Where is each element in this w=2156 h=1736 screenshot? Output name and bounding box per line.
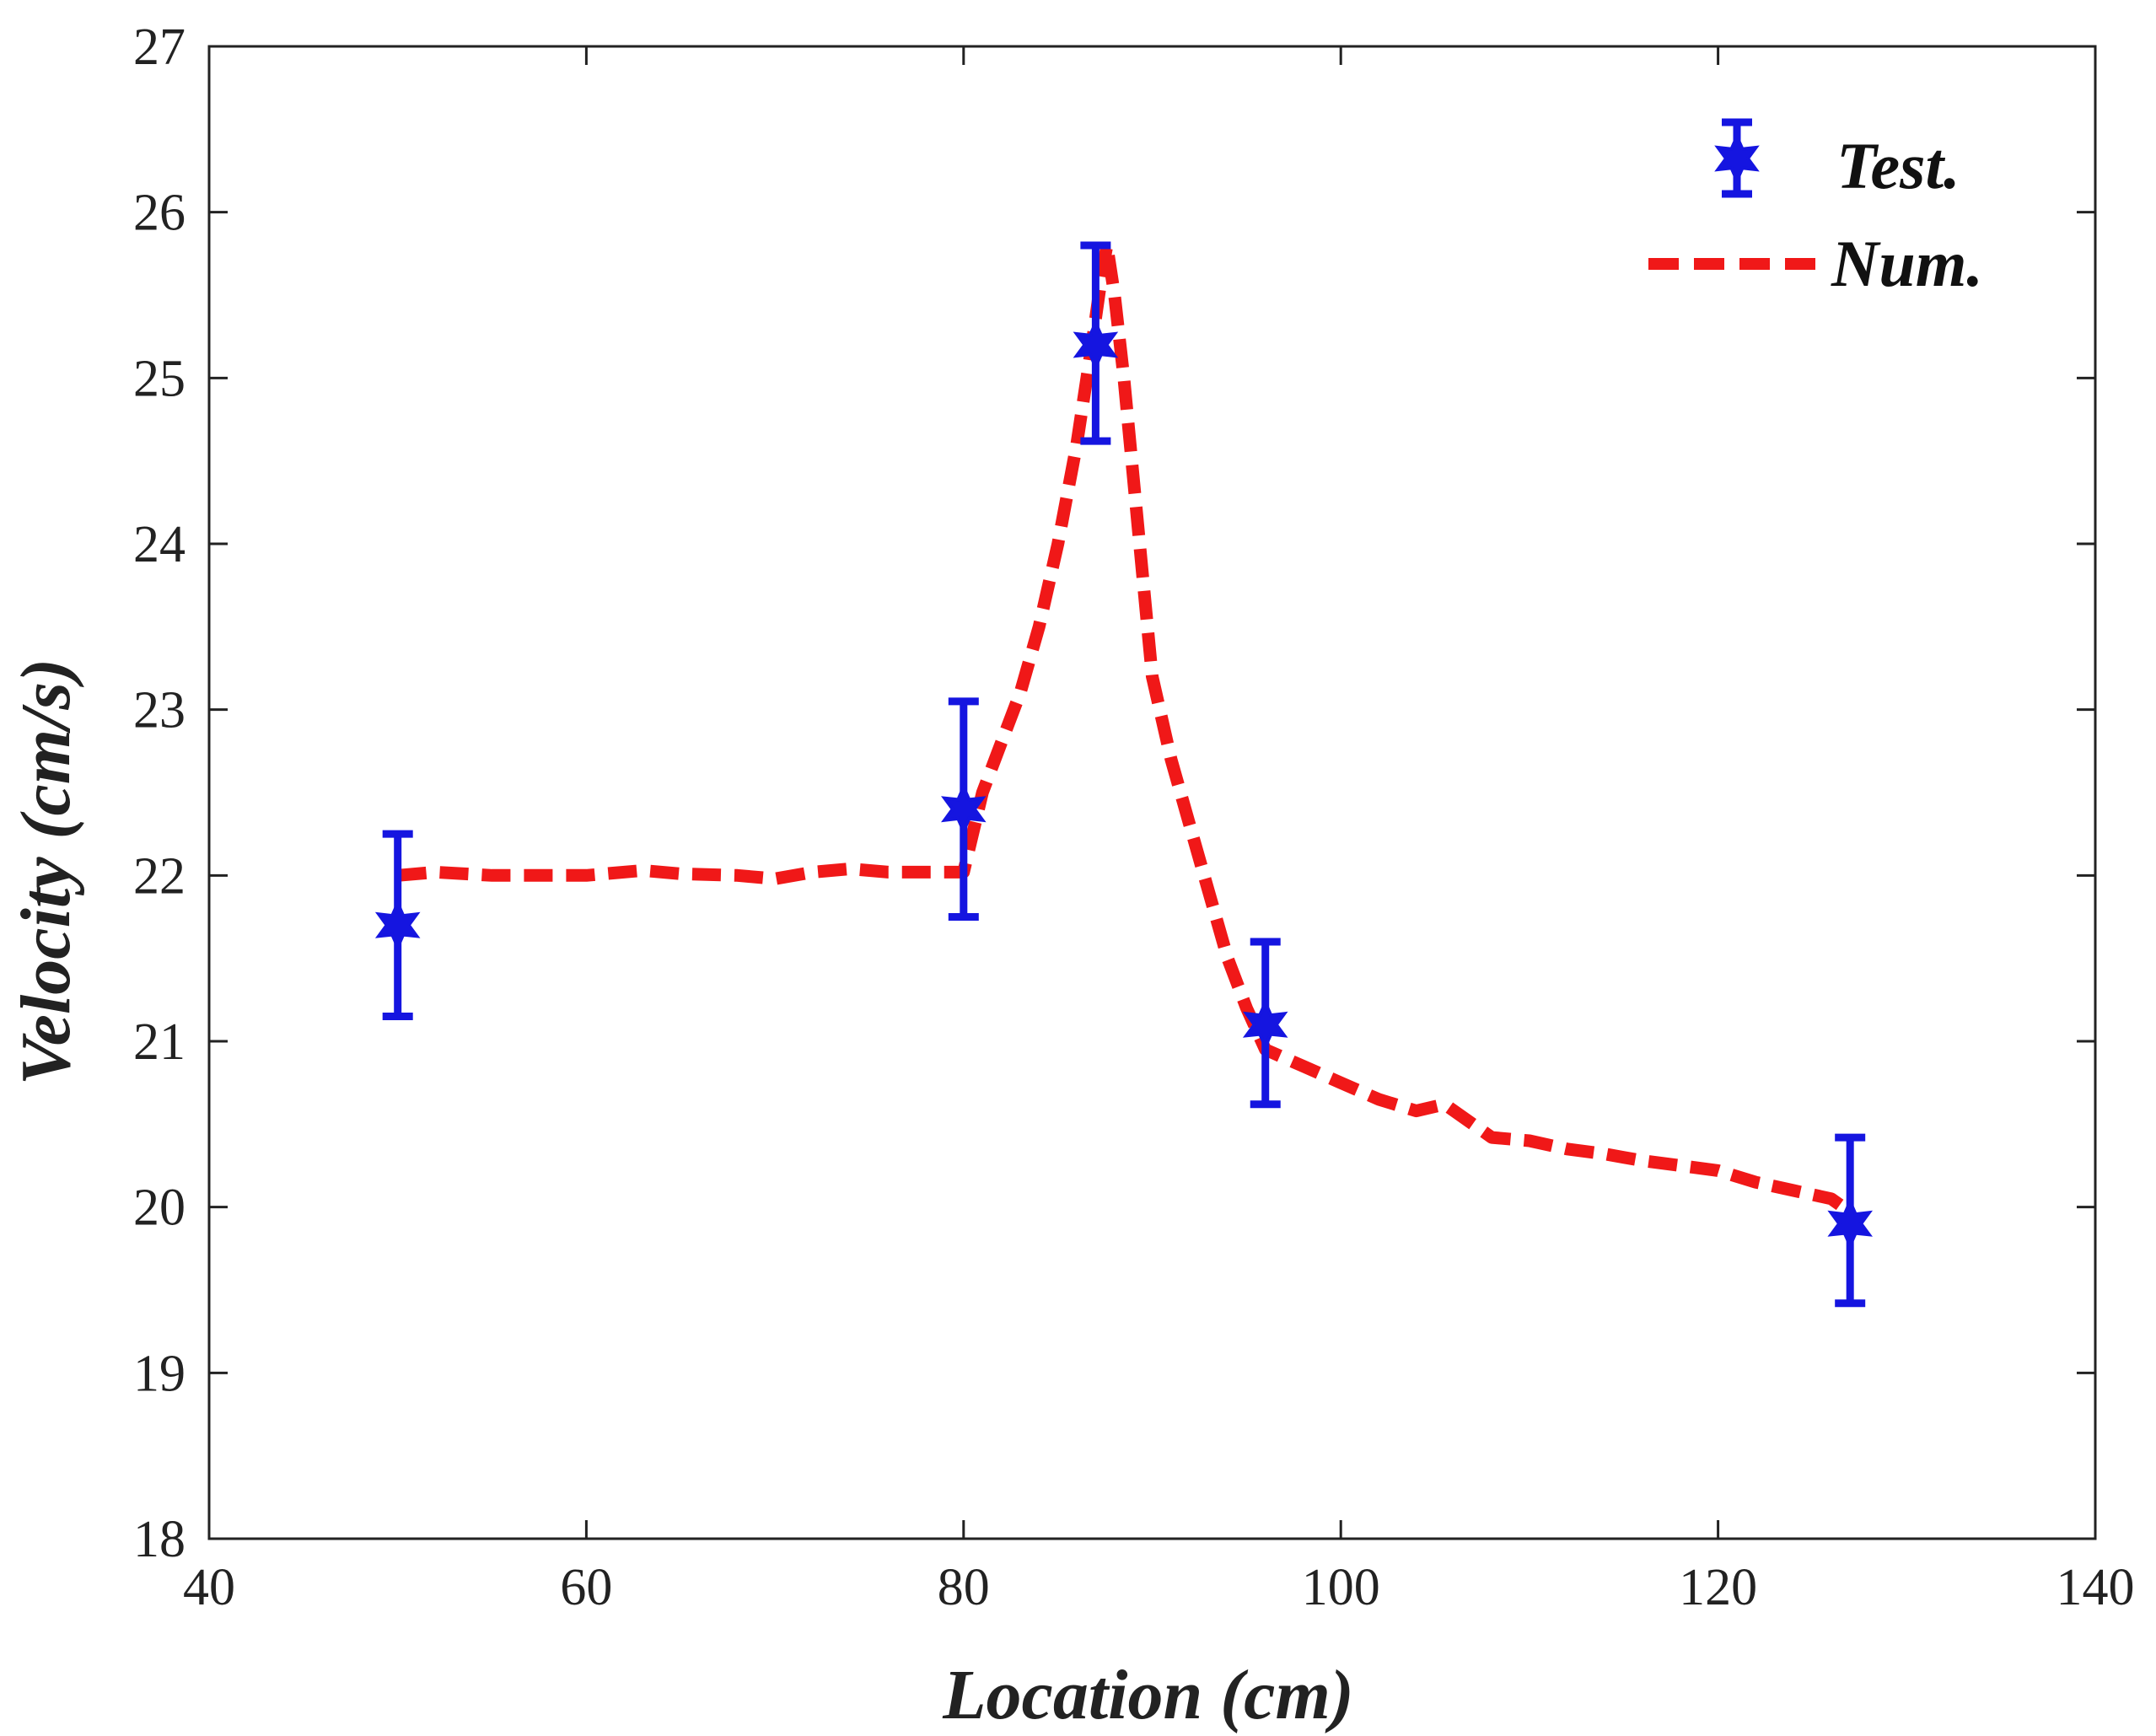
y-tick-label: 24: [133, 516, 185, 573]
y-tick-label: 18: [133, 1511, 185, 1568]
y-tick-label: 23: [133, 682, 185, 739]
x-axis-label: Location (cm): [942, 1656, 1354, 1734]
test-star-marker: [1073, 319, 1119, 371]
y-tick-label: 20: [133, 1180, 185, 1237]
test-star-marker: [1827, 1197, 1874, 1250]
x-tick-label: 60: [560, 1559, 612, 1616]
test-star-marker: [374, 899, 421, 952]
series: [374, 239, 1874, 1308]
test-point: [374, 830, 421, 1020]
y-axis-label: Velocity (cm/s): [7, 658, 85, 1085]
test-star-marker: [940, 782, 987, 836]
y-tick-label: 27: [133, 19, 185, 76]
test-point: [1827, 1133, 1874, 1308]
legend-test-star: [1714, 132, 1760, 185]
legend: Test. Num.: [1648, 118, 1983, 300]
legend-test-label: Test.: [1836, 129, 1960, 202]
test-point: [940, 697, 987, 921]
plot-frame: [207, 45, 2097, 1540]
y-tick-label: 19: [133, 1345, 185, 1402]
test-point: [1242, 938, 1288, 1109]
legend-num-label: Num.: [1831, 227, 1983, 300]
y-tick-label: 22: [133, 847, 185, 905]
y-tick-label: 21: [133, 1013, 185, 1071]
x-tick-label: 140: [2057, 1559, 2135, 1616]
y-tick-label: 25: [133, 350, 185, 407]
test-point: [1073, 241, 1119, 445]
x-tick-label: 40: [183, 1559, 235, 1616]
legend-test-marker: [1714, 118, 1760, 198]
axes: 40 60 80 100 120 140 18 19 20 21 22 23 24 25 26 27: [133, 19, 2135, 1616]
x-tick-label: 100: [1302, 1559, 1380, 1616]
test-star-marker: [1242, 998, 1288, 1051]
num-series-line: [397, 239, 1854, 1217]
y-tick-label: 26: [133, 185, 185, 242]
x-tick-label: 80: [938, 1559, 990, 1616]
x-tick-label: 120: [1679, 1559, 1757, 1616]
